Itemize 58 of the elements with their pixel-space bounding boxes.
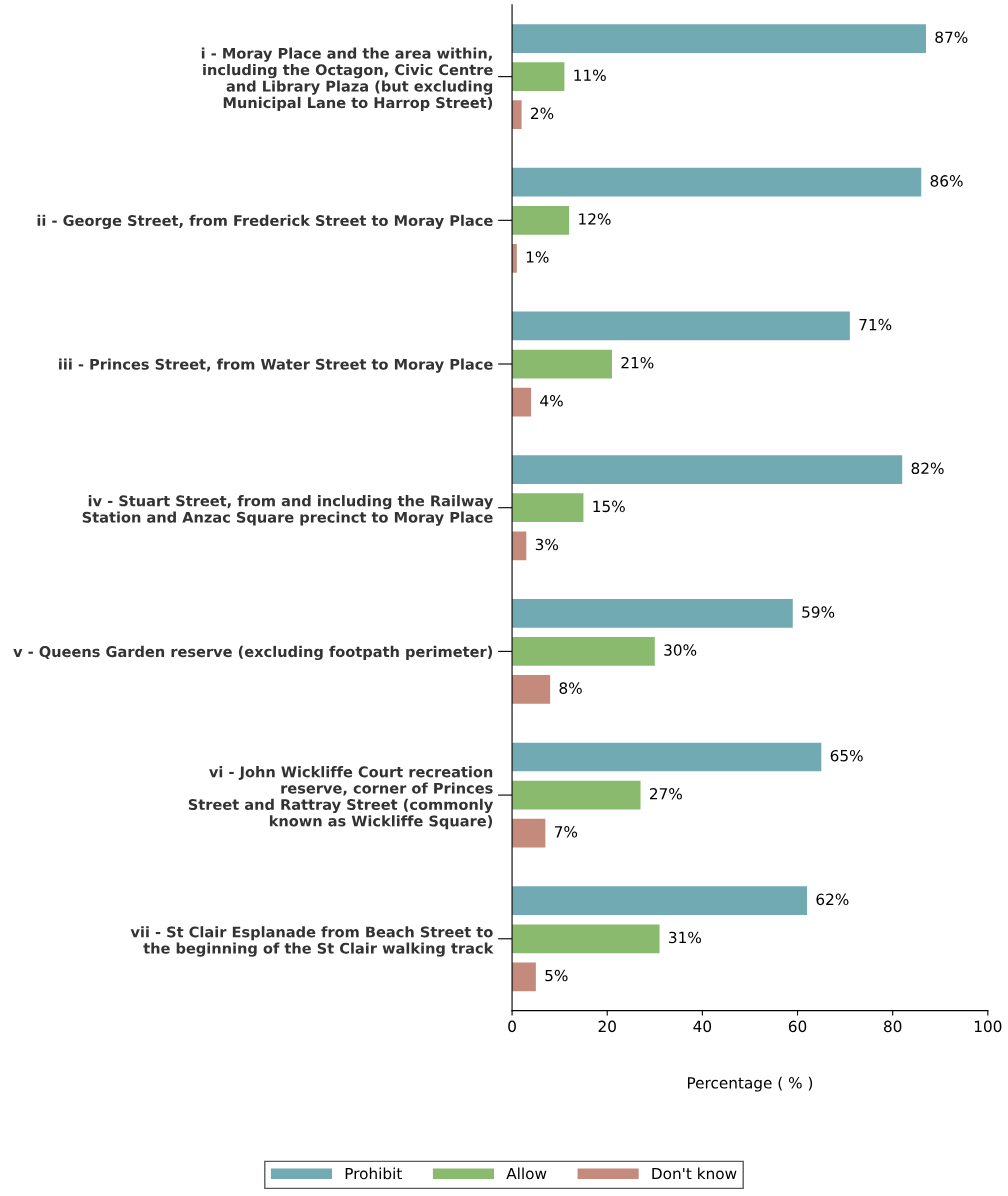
bar [512,598,793,628]
data-label: 27% [649,787,682,800]
x-tick-label: 100 [974,1020,1002,1033]
bar [512,205,570,235]
bar [512,387,532,417]
data-label: 62% [816,893,849,906]
x-tick-label: 80 [884,1020,902,1033]
bar [512,818,546,848]
y-tick-label: iii - Princes Street, from Water Street to Moray Place [59,358,493,373]
y-tick-label: v - Queens Garden reserve (excluding footpath perimeter) [13,645,493,661]
bar [512,493,584,523]
data-label: 2% [531,107,554,120]
y-tick-label: ii - George Street, from Frederick Street to Moray Place [37,214,493,230]
data-label: 65% [830,749,863,762]
data-label: 82% [911,462,944,475]
bar [512,780,641,810]
bar [512,167,922,197]
bar [512,962,536,992]
y-tick-label: vii - St Clair Esplanade from Beach Street to the beginning of the St Clair walking track [130,926,494,957]
data-label: 31% [669,931,701,944]
data-label: 87% [935,31,968,43]
data-label: 12% [579,213,611,225]
x-axis-title: Percentage ( % ) [687,1076,813,1092]
x-tick-label: 60 [788,1020,807,1033]
bar [512,62,565,91]
bar [512,455,903,484]
data-label: 15% [593,500,625,513]
bar [512,100,522,130]
data-label: 4% [540,394,563,407]
x-tick-label: 20 [598,1020,616,1033]
data-label: 21% [621,356,654,369]
legend-label: Allow [506,1167,547,1180]
bar [512,24,926,53]
bar [512,924,660,954]
data-label: 11% [574,69,606,82]
data-label: 59% [802,606,835,618]
x-tick-label: 0 [508,1020,516,1033]
x-tick-label: 40 [693,1020,712,1033]
y-tick-label: iv - Stuart Street, from and including the Railway Station and Anzac Square precinct to Moray Place [82,495,494,526]
data-label: 30% [664,644,697,656]
bar [512,311,850,341]
data-label: 1% [526,251,549,263]
data-label: 8% [559,682,582,694]
y-tick-label: i - Moray Place and the area within, including the Octagon, Civic Centre and Library Plaza (but excluding Municipal Lane to Harrop Street) [201,47,493,111]
data-label: 71% [859,318,892,331]
bar [512,349,612,379]
data-label: 7% [554,826,578,838]
data-label: 3% [535,538,559,551]
bar [512,531,527,561]
data-label: 86% [930,175,963,187]
legend-label: Prohibit [345,1167,402,1180]
bar [512,886,808,916]
legend-label: Don't know [652,1167,737,1180]
y-tick-label: vi - John Wickliffe Court recreation reserve, corner of Princes Street and Rattray Street (commonly known as Wickliffe Square) [188,766,494,830]
data-label: 5% [545,969,568,982]
bar [512,742,822,772]
bar [512,675,551,704]
bar [512,637,655,666]
